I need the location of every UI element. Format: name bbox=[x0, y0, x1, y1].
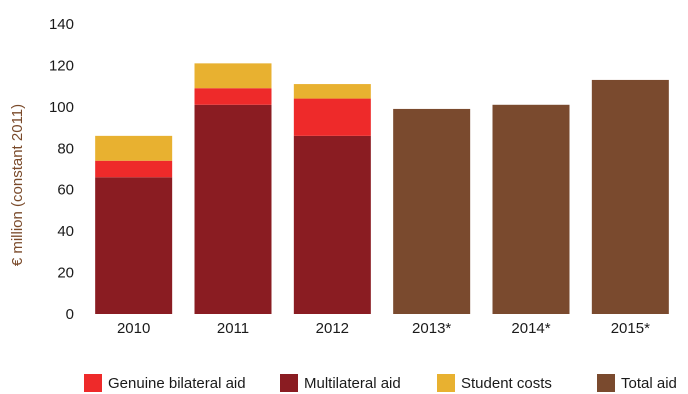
legend-swatch bbox=[280, 374, 298, 392]
x-tick-label: 2010 bbox=[117, 320, 150, 337]
bar-bilateral-2010 bbox=[95, 160, 173, 178]
bar-multilateral-2011 bbox=[194, 104, 272, 315]
bar-multilateral-2010 bbox=[95, 177, 173, 314]
legend-label: Student costs bbox=[461, 374, 552, 392]
y-tick-label: 60 bbox=[57, 182, 74, 199]
bar-bilateral-2011 bbox=[194, 88, 272, 105]
legend-label: Multilateral aid bbox=[304, 374, 401, 392]
bars bbox=[95, 63, 669, 315]
x-tick-label: 2014* bbox=[511, 320, 550, 337]
x-tick-label: 2015* bbox=[611, 320, 650, 337]
y-tick-label: 120 bbox=[49, 57, 74, 74]
legend-item-student: Student costs bbox=[437, 374, 552, 392]
bar-multilateral-2012 bbox=[293, 135, 371, 314]
y-tick-label: 0 bbox=[66, 306, 74, 323]
y-tick-label: 140 bbox=[49, 16, 74, 33]
bar-student-2010 bbox=[95, 135, 173, 161]
y-axis-label: € million (constant 2011) bbox=[9, 104, 26, 266]
legend-swatch bbox=[84, 374, 102, 392]
legend-item-multilateral: Multilateral aid bbox=[280, 374, 401, 392]
y-tick-label: 20 bbox=[57, 265, 74, 282]
legend-item-bilateral: Genuine bilateral aid bbox=[84, 374, 246, 392]
y-tick-label: 100 bbox=[49, 99, 74, 116]
x-axis-ticks: 2010 2011 2012 2013* 2014* 2015* bbox=[117, 320, 650, 337]
legend-label: Genuine bilateral aid bbox=[108, 374, 246, 392]
legend-swatch bbox=[437, 374, 455, 392]
legend: Genuine bilateral aid Multilateral aid Stu… bbox=[0, 370, 688, 394]
bar-student-2012 bbox=[293, 84, 371, 99]
y-tick-label: 40 bbox=[57, 223, 74, 240]
bar-total-2014 bbox=[492, 104, 570, 315]
legend-label: Total aid bbox=[621, 374, 677, 392]
bar-total-2015 bbox=[591, 79, 669, 314]
legend-item-total: Total aid bbox=[597, 374, 677, 392]
bar-total-2013 bbox=[393, 108, 471, 314]
bar-bilateral-2012 bbox=[293, 98, 371, 136]
x-tick-label: 2013* bbox=[412, 320, 451, 337]
legend-swatch bbox=[597, 374, 615, 392]
bar-student-2011 bbox=[194, 63, 272, 89]
x-tick-label: 2012 bbox=[316, 320, 349, 337]
y-tick-label: 80 bbox=[57, 140, 74, 157]
y-axis-ticks: 0 20 40 60 80 100 120 140 bbox=[49, 16, 74, 323]
x-tick-label: 2011 bbox=[217, 320, 249, 337]
stacked-bar-chart: 0 20 40 60 80 100 120 140 2010 2011 2012 2013* 2014… bbox=[9, 16, 669, 337]
